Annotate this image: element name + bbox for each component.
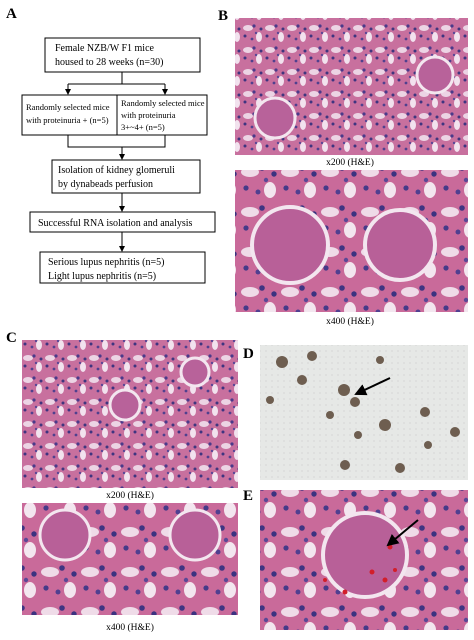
flow-text: by dynabeads perfusion	[58, 179, 153, 190]
flow-text: Female NZB/W F1 mice	[55, 43, 155, 54]
flow-text: with proteinuria	[121, 110, 176, 120]
caption: x200 (H&E)	[326, 157, 374, 168]
panel-label: E	[243, 488, 253, 504]
flow-box	[39, 251, 206, 284]
glomerulus	[253, 96, 297, 140]
flow-box	[116, 94, 208, 136]
glomerulus	[415, 55, 455, 95]
flow-text: Randomly selected mice	[121, 98, 205, 108]
connector	[67, 135, 166, 159]
panel-label: C	[6, 330, 17, 346]
flow-text: Light lupus nephritis (n=5)	[48, 271, 156, 282]
caption: x400 (H&E)	[326, 316, 374, 327]
arrow	[386, 519, 419, 547]
arrow	[354, 377, 391, 396]
glomerulus	[250, 205, 330, 285]
flow-text: Isolation of kidney glomeruli	[58, 165, 175, 176]
glomerulus	[38, 508, 92, 562]
panel-label: D	[243, 346, 254, 362]
flow-text: with proteinuria + (n=5)	[26, 115, 109, 125]
flow-text: 3+~4+ (n=5)	[121, 122, 165, 132]
flow-box	[44, 37, 201, 73]
glomerulus	[108, 388, 142, 422]
flow-text: Randomly selected mice	[26, 102, 110, 112]
glomerulus	[168, 508, 222, 562]
micrograph	[260, 345, 468, 480]
glomerulus	[321, 511, 409, 599]
glomerulus	[363, 208, 437, 282]
flow-text: Serious lupus nephritis (n=5)	[48, 257, 164, 268]
flow-box	[21, 94, 118, 136]
flow-box	[51, 159, 201, 194]
flow-text: Successful RNA isolation and analysis	[38, 218, 193, 229]
glomerulus	[179, 356, 211, 388]
caption: x200 (H&E)	[106, 490, 154, 501]
panel-label: A	[6, 6, 17, 22]
connector	[67, 72, 165, 94]
caption: x400 (H&E)	[106, 622, 154, 633]
panel-label: B	[218, 8, 228, 24]
glomeruli-isolated	[266, 351, 460, 473]
flow-text: housed to 28 weeks (n=30)	[55, 57, 163, 68]
